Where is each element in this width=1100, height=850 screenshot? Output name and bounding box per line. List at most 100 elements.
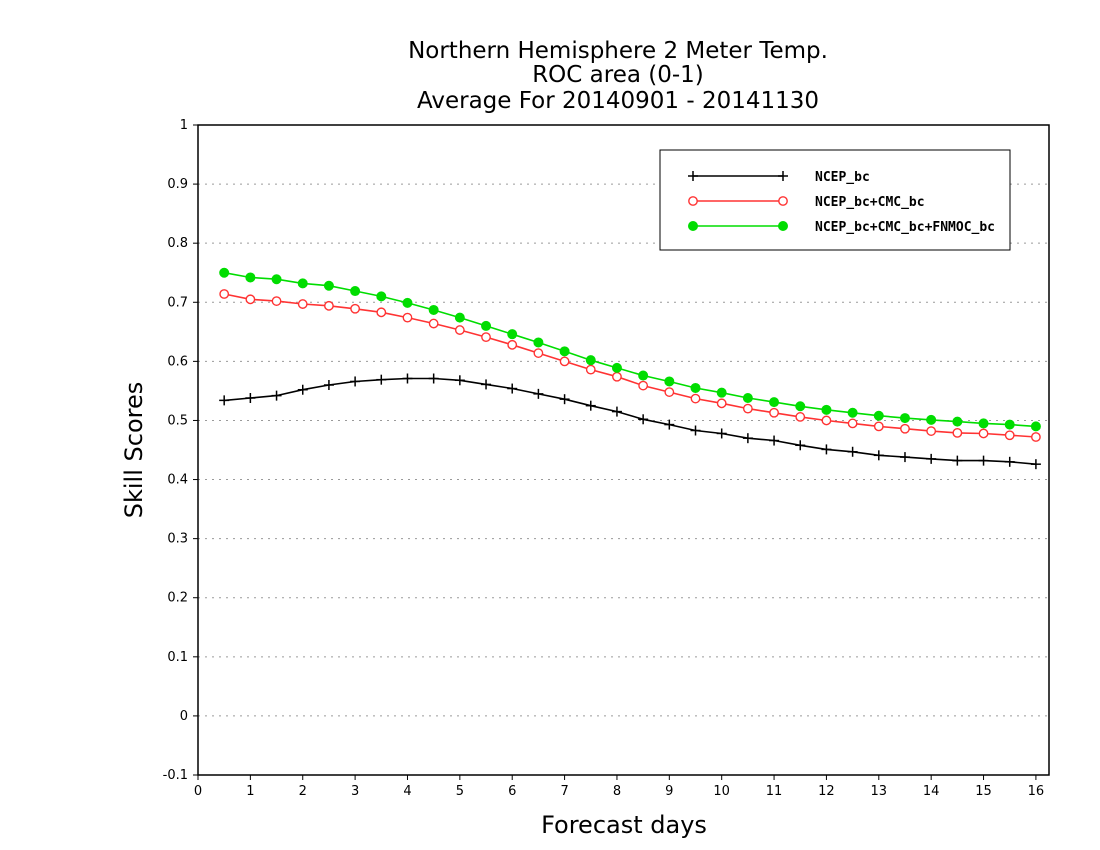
data-point — [323, 380, 334, 390]
data-point — [847, 446, 858, 457]
data-point — [350, 303, 361, 314]
data-point — [245, 393, 256, 403]
data-point — [821, 444, 832, 455]
data-point — [559, 346, 570, 357]
data-point — [690, 382, 701, 393]
y-tick-label: -0.1 — [163, 768, 188, 783]
data-point — [481, 332, 491, 343]
data-point — [716, 428, 727, 439]
x-tick-label: 7 — [560, 784, 568, 799]
data-point — [585, 400, 596, 411]
data-point — [219, 267, 230, 278]
data-point — [533, 388, 544, 399]
data-point — [873, 450, 884, 461]
data-point — [507, 383, 518, 394]
data-point — [899, 413, 910, 424]
data-point — [769, 435, 780, 446]
y-tick-label: 1 — [180, 118, 188, 133]
data-point — [454, 312, 465, 323]
y-axis-label: Skill Scores — [120, 382, 148, 519]
legend: NCEP_bc NCEP_bc+CMC_bc NCEP_bc+CMC_bc+FNMO… — [659, 149, 1011, 251]
x-tick-label: 12 — [818, 784, 835, 799]
data-point — [952, 427, 963, 438]
series-1 — [219, 289, 1041, 442]
legend-entry: NCEP_bc — [688, 170, 870, 185]
y-tick-label: 0.2 — [167, 591, 188, 606]
data-point — [847, 418, 858, 429]
data-point — [926, 453, 937, 464]
data-point — [219, 395, 230, 406]
data-point — [454, 375, 465, 386]
data-point — [952, 455, 963, 466]
x-tick-label: 11 — [766, 784, 783, 799]
x-tick-label: 10 — [713, 784, 730, 799]
data-point — [795, 440, 806, 451]
x-axis-label: Forecast days — [541, 811, 707, 839]
x-tick-label: 13 — [871, 784, 888, 799]
x-tick-label: 5 — [456, 784, 464, 799]
data-point — [769, 407, 779, 418]
data-point — [664, 419, 675, 430]
data-point — [611, 406, 622, 417]
data-point — [638, 414, 649, 425]
data-point — [376, 374, 387, 385]
data-point — [978, 428, 989, 439]
data-point — [742, 433, 753, 444]
data-point — [376, 291, 387, 302]
data-point — [481, 379, 492, 390]
data-point — [873, 421, 884, 432]
data-point — [952, 416, 963, 427]
legend-marker-start — [688, 221, 698, 231]
x-tick-label: 6 — [508, 784, 516, 799]
data-point — [271, 296, 282, 306]
data-point — [978, 455, 989, 466]
data-point — [428, 373, 439, 384]
y-tick-label: 0.8 — [167, 236, 188, 251]
legend-marker-start — [688, 171, 698, 181]
data-point — [1004, 419, 1015, 430]
data-point — [245, 272, 256, 283]
data-point — [428, 304, 439, 315]
y-tick-label: 0.9 — [167, 177, 188, 192]
legend-label: NCEP_bc — [815, 170, 870, 185]
data-point — [926, 426, 937, 436]
data-point — [847, 407, 858, 418]
y-tick-label: 0 — [180, 709, 188, 724]
data-point — [612, 371, 622, 382]
x-tick-label: 9 — [665, 784, 673, 799]
data-point — [638, 370, 649, 381]
data-point — [716, 398, 727, 409]
data-point — [664, 376, 675, 387]
x-tick-label: 2 — [299, 784, 307, 799]
plot-frame — [197, 124, 1050, 776]
data-point — [769, 397, 780, 408]
data-point — [533, 348, 544, 358]
data-point — [664, 387, 675, 397]
data-point — [742, 403, 753, 414]
data-point — [402, 312, 413, 323]
legend-marker-end — [778, 196, 788, 206]
data-point — [585, 364, 596, 375]
data-point — [795, 412, 806, 422]
data-point — [402, 373, 413, 384]
series-2 — [219, 267, 1041, 432]
data-point — [297, 278, 308, 289]
series-group — [219, 267, 1041, 470]
data-point — [350, 286, 361, 297]
data-point — [350, 376, 361, 387]
x-tick-label: 16 — [1028, 784, 1045, 799]
legend-entry: NCEP_bc+CMC_bc+FNMOC_bc — [688, 220, 995, 235]
data-point — [245, 294, 256, 305]
legend-box — [659, 149, 1011, 251]
data-point — [899, 452, 910, 463]
data-point — [821, 404, 832, 415]
data-point — [376, 307, 387, 318]
y-tick-label: 0.6 — [167, 354, 188, 369]
data-point — [585, 355, 596, 366]
data-point — [873, 410, 884, 421]
gridlines — [198, 183, 1049, 717]
data-point — [690, 425, 701, 436]
legend-entry: NCEP_bc+CMC_bc — [688, 195, 925, 210]
chart-title-line-1: Northern Hemisphere 2 Meter Temp. — [408, 38, 828, 64]
